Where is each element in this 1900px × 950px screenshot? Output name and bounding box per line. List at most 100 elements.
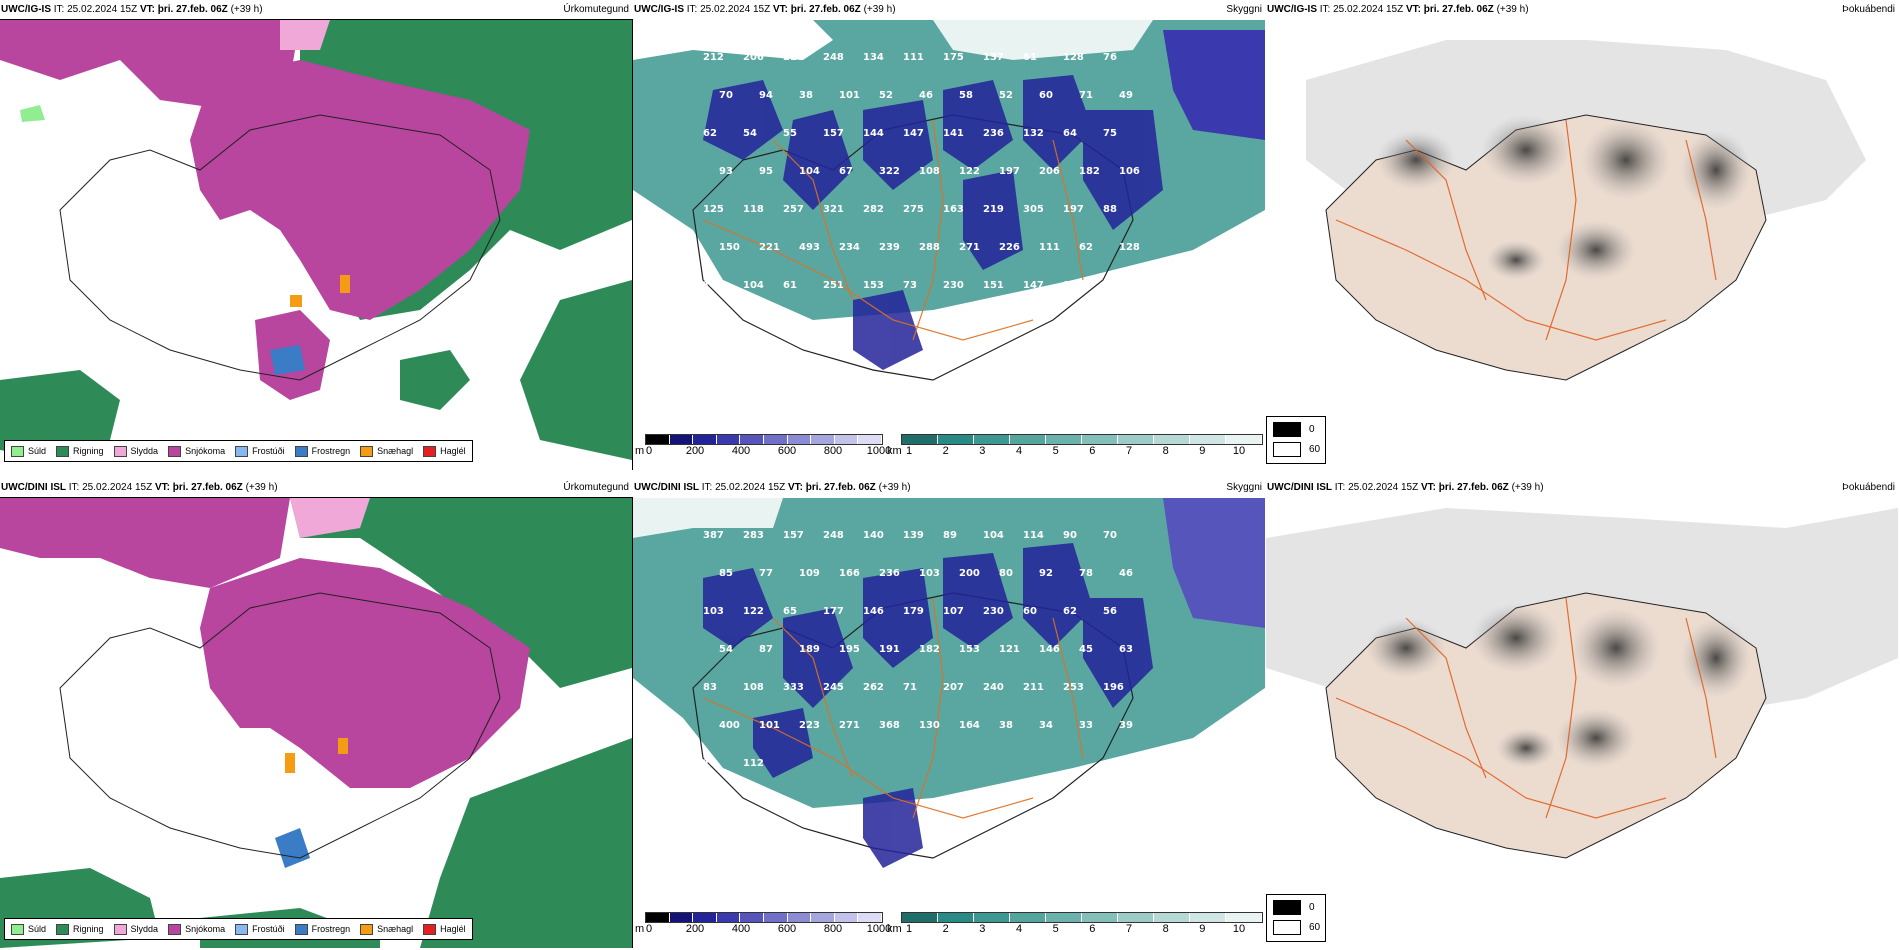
ceiling-value-label: 122 [959, 166, 980, 177]
panel-header: UWC/IG-IS IT: 25.02.2024 15Z VT: þri. 27… [1266, 0, 1899, 20]
model-name: UWC/DINI ISL [1, 482, 66, 493]
ramp-segment [811, 913, 835, 922]
ramp-segment [740, 435, 764, 444]
lead-time: (+39 h) [878, 482, 911, 493]
precip-map-svg [0, 20, 632, 470]
ceiling-value-label: 251 [823, 280, 844, 291]
ceiling-value-label: 45 [1079, 644, 1093, 655]
legend-label: Frostregn [311, 446, 351, 456]
ramp-segment [646, 435, 670, 444]
ramp-segment [1046, 913, 1082, 922]
ceiling-value-label: 164 [959, 720, 980, 731]
valid-time: þri. 27.feb. 06Z [1438, 482, 1509, 493]
visibility-tick-label: 5 [1052, 445, 1059, 457]
valid-time: þri. 27.feb. 06Z [805, 482, 876, 493]
ceiling-value-label: 122 [743, 606, 764, 617]
fog-legend-white-label: 60 [1309, 922, 1321, 933]
ramp-segment [1190, 913, 1226, 922]
ramp-segment [902, 913, 938, 922]
lead-time: (+39 h) [1496, 4, 1529, 15]
ceiling-value-label: 230 [983, 606, 1004, 617]
ceiling-value-label: 219 [983, 204, 1004, 215]
ceiling-value-label: 64 [1063, 128, 1077, 139]
ramp-segment [902, 435, 938, 444]
ramp-segment [1226, 435, 1262, 444]
ceiling-value-label: 39 [1119, 720, 1133, 731]
ceiling-value-label: 207 [943, 682, 964, 693]
ramp-segment [1082, 913, 1118, 922]
ramp-segment [1226, 913, 1262, 922]
model-name: UWC/DINI ISL [634, 482, 699, 493]
legend-label: Haglél [440, 446, 466, 456]
param-title: Þokuábendi [1842, 4, 1895, 15]
ramp-segment [834, 913, 859, 922]
ceiling-value-label: 87 [759, 644, 773, 655]
legend-item-snjokoma: Snjókoma [168, 923, 226, 935]
ramp-segment [938, 913, 974, 922]
legend-label: Snjókoma [185, 924, 226, 934]
ceiling-value-label: 239 [879, 242, 900, 253]
legend-label: Frostregn [311, 924, 351, 934]
ceiling-value-label: 101 [839, 90, 860, 101]
ramp-segment [858, 913, 882, 922]
legend-swatch [56, 445, 70, 457]
ceiling-color-ramp [645, 912, 883, 923]
ramp-segment [693, 435, 717, 444]
ceiling-value-label: 248 [823, 52, 844, 63]
ceiling-tick-label: 1000 [866, 923, 892, 935]
init-time: IT: 25.02.2024 15Z [53, 4, 138, 15]
ceiling-color-ramp [645, 434, 883, 445]
ceiling-value-label: 305 [1023, 204, 1044, 215]
ceiling-value-label: 248 [823, 530, 844, 541]
valid-time-label: VT: [139, 4, 155, 15]
ceiling-value-label: 175 [943, 52, 964, 63]
model-name: UWC/IG-IS [1, 4, 51, 15]
ceiling-value-label: 128 [1119, 242, 1140, 253]
ramp-segment [646, 913, 670, 922]
ramp-segment [669, 913, 694, 922]
ceiling-value-label: 262 [863, 682, 884, 693]
ceiling-tick-label: 0 [645, 923, 653, 935]
ceiling-value-label: 104 [983, 530, 1004, 541]
ramp-segment [1154, 913, 1190, 922]
ceiling-value-label: 90 [1063, 530, 1077, 541]
ramp-segment [763, 913, 788, 922]
ceiling-value-label: 70 [1103, 530, 1117, 541]
ceiling-value-label: 61 [783, 280, 797, 291]
visibility-tick-label: 8 [1162, 445, 1169, 457]
visibility-unit: km [887, 923, 902, 935]
ceiling-value-label: 157 [823, 128, 844, 139]
legend-label: Slydda [130, 924, 159, 934]
ramp-segment [763, 435, 788, 444]
legend-item-haglel: Haglél [423, 445, 466, 457]
ceiling-value-label: 52 [999, 90, 1013, 101]
ceiling-scale-bar: m 0 200 400 600 800 1000 [635, 434, 891, 464]
ceiling-value-label: 118 [743, 204, 764, 215]
ceiling-value-label: 112 [743, 758, 764, 769]
ceiling-unit: m [635, 923, 645, 935]
legend-swatch [360, 923, 374, 935]
legend-swatch [113, 923, 127, 935]
ceiling-value-label: 253 [1063, 682, 1084, 693]
legend-swatch [56, 923, 70, 935]
legend-item-haglel: Haglél [423, 923, 466, 935]
valid-time-label: VT: [787, 482, 803, 493]
ceiling-value-label: 146 [863, 606, 884, 617]
legend-item-sudd: Súld [11, 445, 46, 457]
ceiling-value-label: 111 [1039, 242, 1060, 253]
visibility-tick-label: 6 [1089, 445, 1096, 457]
init-time: IT: 25.02.2024 15Z [1334, 482, 1419, 493]
param-title: Úrkomutegund [563, 4, 629, 15]
param-title: Þokuábendi [1842, 482, 1895, 493]
model-name: UWC/DINI ISL [1267, 482, 1332, 493]
ceiling-value-label: 144 [863, 128, 884, 139]
visibility-ticks: 1 2 3 4 5 6 7 8 9 10 [906, 445, 1245, 459]
ceiling-value-label: 275 [903, 204, 924, 215]
precip-map-svg [0, 498, 632, 948]
ceiling-value-label: 182 [1079, 166, 1100, 177]
ceiling-value-label: 38 [999, 720, 1013, 731]
visibility-tick-label: 2 [942, 923, 949, 935]
ceiling-value-label: 206 [743, 52, 764, 63]
fog-legend-black-label: 0 [1309, 424, 1315, 435]
